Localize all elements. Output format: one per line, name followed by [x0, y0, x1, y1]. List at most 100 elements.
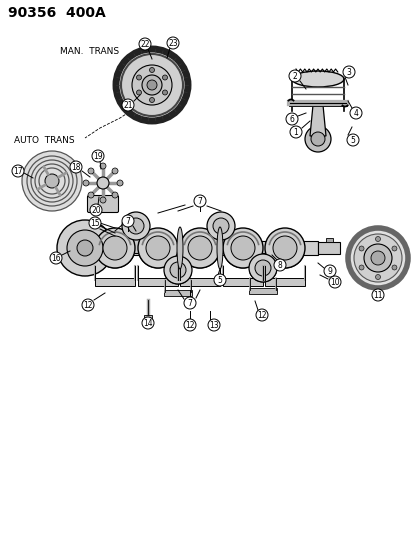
- Circle shape: [117, 180, 123, 186]
- Circle shape: [97, 177, 109, 189]
- Circle shape: [375, 274, 380, 279]
- Ellipse shape: [291, 71, 343, 87]
- Bar: [82, 241, 317, 255]
- Bar: [317, 242, 339, 254]
- Polygon shape: [168, 253, 188, 275]
- Circle shape: [206, 212, 235, 240]
- Text: 23: 23: [168, 38, 177, 47]
- Circle shape: [128, 218, 144, 234]
- Circle shape: [346, 134, 358, 146]
- Wedge shape: [96, 248, 133, 268]
- Text: 17: 17: [13, 166, 23, 175]
- Circle shape: [83, 180, 89, 186]
- Circle shape: [112, 192, 118, 198]
- Polygon shape: [126, 221, 146, 253]
- Circle shape: [136, 75, 141, 80]
- Circle shape: [45, 174, 59, 188]
- Circle shape: [142, 75, 161, 95]
- Text: 1: 1: [293, 127, 298, 136]
- Text: 11: 11: [373, 290, 382, 300]
- Text: 21: 21: [123, 101, 133, 109]
- Text: AUTO  TRANS: AUTO TRANS: [14, 135, 74, 144]
- Circle shape: [223, 228, 262, 268]
- Circle shape: [121, 54, 183, 116]
- Circle shape: [272, 236, 296, 260]
- Circle shape: [358, 246, 363, 251]
- Circle shape: [162, 75, 167, 80]
- Circle shape: [77, 240, 93, 256]
- Bar: [95, 278, 135, 286]
- Text: 5: 5: [217, 276, 222, 285]
- Circle shape: [371, 289, 383, 301]
- Text: 16: 16: [51, 254, 61, 262]
- Circle shape: [70, 161, 82, 173]
- Text: 9: 9: [327, 266, 332, 276]
- Circle shape: [212, 218, 228, 234]
- Text: 3: 3: [346, 68, 351, 77]
- Circle shape: [112, 168, 118, 174]
- Circle shape: [358, 265, 363, 270]
- Circle shape: [289, 126, 301, 138]
- Circle shape: [375, 237, 380, 241]
- Circle shape: [57, 220, 113, 276]
- Circle shape: [103, 236, 127, 260]
- Circle shape: [180, 228, 219, 268]
- Circle shape: [82, 299, 94, 311]
- Circle shape: [328, 276, 340, 288]
- Circle shape: [230, 236, 254, 260]
- Text: 10: 10: [330, 278, 339, 287]
- Circle shape: [347, 228, 407, 288]
- Polygon shape: [211, 221, 230, 253]
- Polygon shape: [252, 253, 272, 273]
- Circle shape: [363, 244, 391, 272]
- Circle shape: [323, 265, 335, 277]
- Circle shape: [12, 165, 24, 177]
- Wedge shape: [266, 248, 303, 268]
- Text: 18: 18: [71, 163, 81, 172]
- Circle shape: [207, 319, 219, 331]
- Bar: [164, 290, 192, 296]
- Bar: [325, 238, 332, 242]
- Bar: [248, 288, 276, 294]
- Wedge shape: [181, 248, 218, 268]
- Circle shape: [139, 38, 151, 50]
- Circle shape: [149, 98, 154, 102]
- Circle shape: [122, 215, 134, 227]
- Text: 7: 7: [125, 216, 130, 225]
- Circle shape: [164, 256, 192, 284]
- Circle shape: [89, 217, 101, 229]
- Circle shape: [132, 65, 171, 105]
- Circle shape: [214, 274, 225, 286]
- Circle shape: [254, 260, 271, 276]
- Text: 14: 14: [143, 319, 152, 327]
- Circle shape: [264, 228, 304, 268]
- Circle shape: [342, 66, 354, 78]
- Circle shape: [138, 228, 178, 268]
- Circle shape: [370, 251, 384, 265]
- Text: 8: 8: [277, 261, 282, 270]
- Text: 13: 13: [209, 320, 218, 329]
- Circle shape: [349, 107, 361, 119]
- Circle shape: [310, 132, 324, 146]
- Circle shape: [100, 163, 106, 169]
- Circle shape: [142, 317, 154, 329]
- Text: 19: 19: [93, 151, 102, 160]
- Text: 7: 7: [197, 197, 202, 206]
- Circle shape: [162, 90, 167, 95]
- Circle shape: [122, 212, 150, 240]
- Text: 6: 6: [289, 115, 294, 124]
- Circle shape: [149, 68, 154, 72]
- FancyBboxPatch shape: [87, 196, 118, 213]
- Ellipse shape: [216, 227, 223, 269]
- Circle shape: [288, 70, 300, 82]
- Text: 22: 22: [140, 39, 150, 49]
- Text: 15: 15: [90, 219, 100, 228]
- Circle shape: [50, 252, 62, 264]
- Circle shape: [183, 297, 195, 309]
- Circle shape: [88, 192, 94, 198]
- Text: 4: 4: [353, 109, 358, 117]
- Bar: [180, 278, 219, 286]
- Circle shape: [170, 262, 185, 278]
- Text: 12: 12: [83, 301, 93, 310]
- Circle shape: [100, 197, 106, 203]
